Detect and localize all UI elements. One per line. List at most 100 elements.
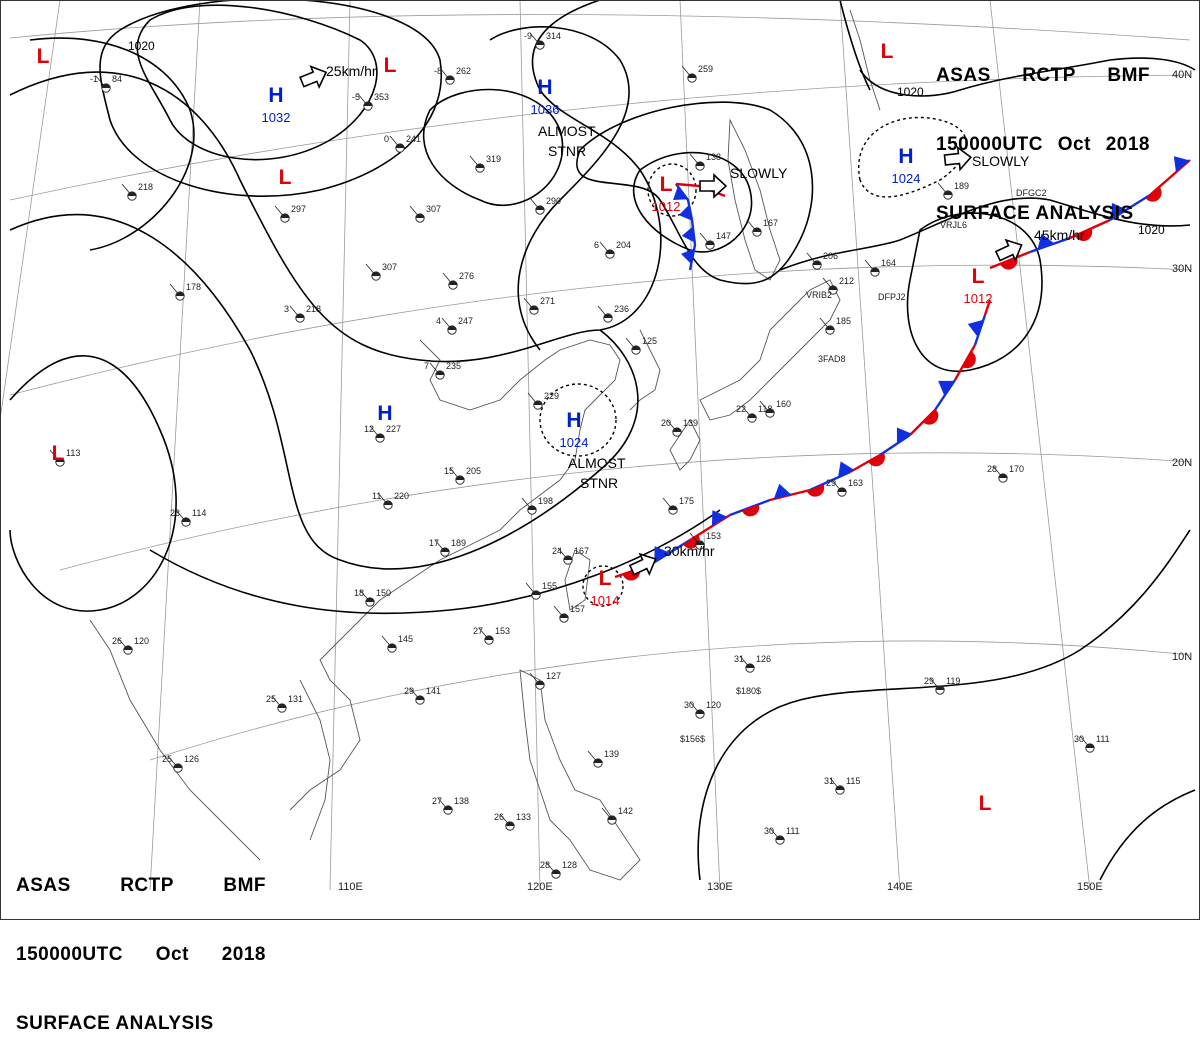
station-plot: 27 138: [432, 796, 469, 815]
station-temperature: 28: [540, 860, 550, 870]
station-plot: 319: [469, 154, 501, 173]
station-plot: 178: [169, 282, 201, 301]
motion-arrow: [943, 145, 973, 172]
station-pressure: 189: [954, 181, 969, 191]
header-source: RCTP: [120, 875, 174, 896]
warm-front-semicircle: [741, 504, 760, 517]
station-temperature: 28: [987, 464, 997, 474]
isobar-1020: [779, 197, 1191, 271]
stationary-front-line: [983, 299, 992, 316]
high-pressure-symbol: H: [377, 402, 392, 425]
cold-front-triangle: [678, 204, 693, 221]
station-plot: 25 126: [162, 754, 199, 773]
wind-barb: [437, 797, 449, 811]
station-plot: 20 139: [661, 418, 698, 437]
isobar-labels: 1020 1020 1020: [128, 39, 1165, 237]
longitude-line: [989, 0, 1091, 891]
station-plot: 307: [409, 204, 441, 223]
station-pressure: 307: [426, 204, 441, 214]
station-temperature: 18: [354, 588, 364, 598]
wind-barb: [434, 539, 446, 553]
wind-barb: [746, 219, 758, 233]
station-plot: 290: [529, 196, 561, 215]
wind-barb: [389, 135, 401, 149]
station-temperature: 6: [594, 240, 599, 250]
station-plot: 147: [699, 231, 731, 250]
isobar: [149, 509, 721, 615]
station-pressure: 185: [836, 316, 851, 326]
station-plot: 145: [381, 634, 413, 653]
low-pressure-symbol: L: [881, 40, 894, 63]
central-pressure-value: 1032: [262, 110, 291, 125]
station-code: $180$: [736, 686, 761, 696]
annotation: STNR: [580, 475, 618, 491]
station-plot: 29 119: [924, 676, 960, 695]
motion-arrows: [299, 65, 1023, 577]
lon-label: 120E: [527, 881, 553, 893]
isobar-1020: [859, 57, 1196, 97]
lat-label: 10N: [1172, 651, 1192, 663]
station-plot: 155: [525, 581, 557, 600]
cold-front-triangle: [680, 248, 695, 265]
station-plot: 7 235: [424, 361, 461, 380]
station-pressure: 113: [66, 448, 80, 458]
wind-barb: [449, 467, 461, 481]
wind-barb: [587, 750, 599, 764]
wind-barb: [529, 32, 541, 46]
station-pressure: 212: [839, 276, 854, 286]
warm-front-semicircle: [1075, 228, 1093, 242]
cold-front-triangle: [681, 226, 695, 243]
station-pressure: 120: [134, 636, 149, 646]
station-plot: 164: [864, 258, 896, 277]
station-pressure: 314: [546, 31, 561, 41]
station-plot: -1 84: [90, 74, 122, 93]
station-temperature: 0: [384, 134, 389, 144]
weather-map: -9 314-8 262-5 353-1 840 24131929030729721830…: [0, 0, 1200, 920]
wind-barb: [689, 532, 701, 546]
stationary-front-line: [879, 434, 911, 456]
central-pressure-value: 1014: [591, 593, 620, 608]
wind-barb: [95, 75, 107, 89]
wind-barb: [167, 755, 179, 769]
station-temperature: -1: [90, 74, 98, 84]
station-code: DFGC2: [1016, 188, 1047, 198]
wind-barb: [442, 272, 454, 286]
wind-barb: [409, 687, 421, 701]
station-pressure: 241: [406, 134, 421, 144]
station-plot: 30 111: [764, 826, 800, 845]
station-temperature: 27: [432, 796, 442, 806]
wind-barb: [529, 672, 541, 686]
lon-label: 130E: [707, 881, 733, 893]
wind-barb: [822, 277, 834, 291]
isobar-1024: [99, 0, 443, 197]
isobar: [9, 355, 177, 612]
motion-label: SLOWLY: [972, 153, 1030, 169]
cold-front-triangle: [967, 319, 984, 337]
station-plot: 30 111: [1074, 734, 1110, 753]
isobar: [9, 0, 662, 363]
station-pressure: 276: [459, 271, 474, 281]
indochina-coast: [89, 619, 261, 861]
station-plot: 259: [681, 64, 713, 83]
low-pressure-symbol: L: [384, 54, 397, 77]
isobar: [839, 0, 871, 91]
station-pressure: 120: [706, 700, 721, 710]
station-plot: 15 205: [444, 466, 481, 485]
station-plot: 229: [527, 391, 559, 410]
wind-barb: [937, 182, 949, 196]
wind-barb: [769, 827, 781, 841]
dotted-isobar: [858, 116, 968, 198]
station-plot: 276: [442, 271, 474, 290]
station-plot: 27 153: [473, 626, 510, 645]
isobars: [9, 0, 1196, 881]
motion-label: 45km/hr: [1034, 227, 1085, 243]
wind-barb: [864, 259, 876, 273]
station-pressure: 204: [616, 240, 631, 250]
fronts: [614, 156, 1191, 581]
station-pressure: 157: [570, 604, 585, 614]
station-code: 3FAD8: [818, 354, 846, 364]
wind-barb: [625, 337, 637, 351]
station-temperature: 12: [364, 424, 374, 434]
isobar: [632, 151, 753, 253]
station-plot: 31 115: [824, 776, 860, 795]
